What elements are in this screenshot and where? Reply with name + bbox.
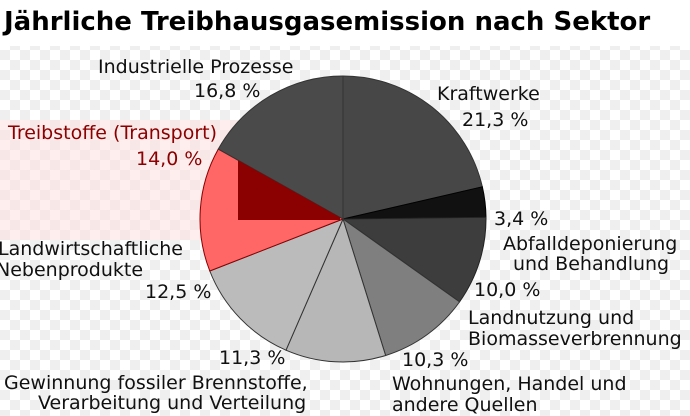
slice-label-wohnungen-2: andere Quellen [392, 394, 538, 416]
slice-value-abfall: 3,4 % [494, 208, 548, 230]
slice-value-wohnungen: 10,3 % [402, 349, 468, 371]
slice-label-abfall-1: Abfalldeponierung [503, 233, 677, 255]
title-background [0, 0, 690, 46]
slice-label-landwirtschaft-2: Nebenprodukte [0, 259, 143, 281]
slice-value-landnutzung: 10,0 % [474, 279, 540, 301]
pie-labels: Kraftwerke 21,3 % 3,4 % Abfalldeponierun… [0, 56, 682, 416]
slice-value-landwirtschaft: 12,5 % [145, 281, 211, 303]
slice-label-industrie: Industrielle Prozesse [98, 56, 293, 78]
slice-label-landnutzung-2: Biomasseverbrennung [468, 328, 682, 350]
slice-label-treibstoffe: Treibstoffe (Transport) [7, 122, 217, 144]
pie-slice-industrielle-prozesse [217, 75, 344, 220]
pie-slice-gewinnung-fossiler-brennstoffe [285, 217, 387, 363]
slice-label-abfall-2: und Behandlung [513, 253, 669, 275]
pie-slice-landwirtschaftliche [209, 218, 344, 351]
slice-value-treibstoffe: 14,0 % [136, 148, 202, 170]
slice-label-landnutzung-1: Landnutzung und [468, 307, 634, 329]
slice-label-wohnungen-1: Wohnungen, Handel und [392, 373, 627, 395]
pie-slice-wohnungen-handel-und [342, 217, 461, 357]
pie-slice-kraftwerke [342, 75, 483, 220]
slice-label-gewinnung-1: Gewinnung fossiler Brennstoffe, [4, 372, 308, 394]
slice-value-kraftwerke: 21,3 % [462, 109, 528, 131]
chart-title: Jährliche Treibhausgasemission nach Sekt… [2, 7, 650, 37]
slice-label-gewinnung-2: Verarbeitung und Verteilung [38, 392, 306, 414]
slice-value-industrie: 16,8 % [194, 80, 260, 102]
slice-label-kraftwerke: Kraftwerke [437, 83, 540, 105]
slice-value-gewinnung: 11,3 % [219, 347, 285, 369]
slice-label-landwirtschaft-1: Landwirtschaftliche [0, 238, 183, 260]
pie-slices [199, 75, 487, 363]
pie-slice-landnutzung-und [341, 216, 487, 303]
